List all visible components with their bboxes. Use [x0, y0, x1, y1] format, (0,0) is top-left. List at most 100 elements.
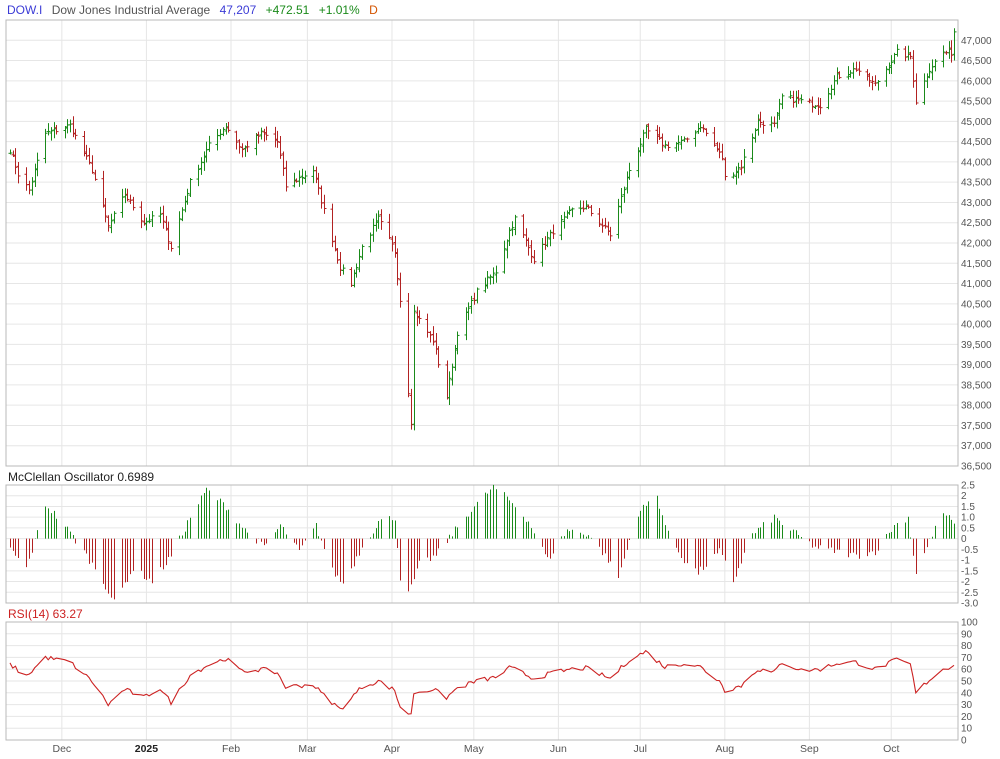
price-bar — [761, 120, 766, 134]
rsi-y-tick-label: 50 — [961, 677, 973, 688]
price-bar — [87, 147, 92, 165]
price-bar — [720, 143, 725, 161]
price-bar — [502, 240, 507, 274]
price-bar — [911, 50, 916, 88]
price-bar — [322, 194, 327, 214]
price-bar — [297, 170, 302, 187]
price-bar — [930, 59, 935, 81]
price-bar — [685, 137, 690, 143]
price-bar — [567, 206, 572, 215]
price-bar — [780, 93, 785, 110]
mcclellan-y-tick-label: 2 — [961, 491, 967, 502]
period-label[interactable]: D — [369, 3, 378, 17]
price-bar — [188, 177, 193, 197]
x-tick-label: Feb — [222, 743, 240, 755]
price-bar — [608, 226, 613, 242]
price-bar — [234, 130, 239, 150]
price-bar — [657, 126, 662, 140]
x-tick-label: 2025 — [135, 743, 159, 755]
price-bar — [393, 236, 398, 258]
price-bar — [199, 157, 204, 175]
price-bar — [63, 126, 68, 139]
price-bar — [139, 201, 144, 229]
price-bar — [483, 277, 488, 293]
mcclellan-title: McClellan Oscillator 0.6989 — [8, 470, 154, 484]
price-bar — [35, 152, 40, 177]
price-bar — [589, 205, 594, 217]
price-bar — [521, 214, 526, 239]
price-bar — [927, 63, 932, 79]
price-bar — [466, 302, 471, 321]
price-bar — [237, 139, 242, 154]
price-bar — [196, 164, 201, 187]
price-bar — [584, 200, 589, 210]
rsi-y-tick-label: 70 — [961, 653, 973, 664]
price-bar — [846, 66, 851, 80]
price-bar — [933, 59, 938, 72]
price-bar — [166, 221, 171, 250]
price-bar — [368, 232, 373, 253]
rsi-line — [9, 649, 955, 715]
price-bar — [545, 231, 550, 248]
price-bar — [851, 62, 856, 79]
price-bar — [109, 213, 114, 234]
mcclellan-y-tick-label: -2 — [961, 577, 970, 588]
price-bar — [857, 61, 862, 76]
price-bar — [491, 267, 496, 285]
price-bar — [903, 46, 908, 62]
price-bar — [333, 235, 338, 252]
price-frame — [5, 19, 959, 467]
price-bar — [254, 133, 259, 156]
price-bar — [606, 221, 611, 236]
price-bar — [161, 205, 166, 229]
price-bar — [507, 227, 512, 246]
price-bar — [701, 124, 706, 133]
price-bar — [581, 200, 586, 213]
price-bar — [33, 163, 38, 187]
price-bar — [207, 135, 212, 152]
price-bar — [854, 61, 859, 72]
price-bar — [84, 144, 89, 160]
price-bar — [243, 145, 248, 157]
price-bar — [791, 90, 796, 108]
price-bar — [354, 263, 359, 278]
price-bar — [835, 67, 840, 85]
price-bar — [742, 149, 747, 174]
rsi-y-tick-label: 30 — [961, 700, 973, 711]
price-bar — [390, 235, 395, 252]
price-bar — [889, 55, 894, 74]
price-bar — [818, 98, 823, 115]
price-bar — [753, 128, 758, 143]
symbol-label[interactable]: DOW.I — [7, 3, 42, 17]
price-bar — [810, 96, 815, 113]
price-bar — [215, 128, 220, 151]
price-bar — [949, 40, 954, 63]
price-bar — [431, 326, 436, 346]
price-bar — [46, 123, 51, 136]
price-bar — [529, 240, 534, 263]
price-bar — [425, 313, 430, 338]
price-panel[interactable]: 36,500 37,000 37,500 38,000 38,500 39,000 39,5… — [5, 19, 992, 473]
mcclellan-y-tick-label: 2.5 — [961, 481, 975, 492]
price-bar — [600, 218, 605, 233]
price-bar — [540, 238, 545, 267]
price-y-tick-label: 43,000 — [961, 198, 992, 209]
price-bar — [865, 69, 870, 81]
price-bar — [125, 188, 130, 202]
price-bar — [330, 203, 335, 248]
price-bar — [829, 84, 834, 100]
mcclellan-panel[interactable]: 2.521.51.00.50-0.5-1-1.5-2-2.5-3.0 McClel… — [5, 470, 979, 610]
price-bar — [224, 123, 229, 135]
price-bar — [387, 213, 392, 240]
x-tick-label: May — [464, 743, 485, 755]
price-bar — [469, 295, 474, 314]
price-y-tick-label: 37,000 — [961, 441, 992, 452]
price-bar — [120, 188, 125, 218]
x-axis: Dec 2025 Feb Mar Apr May Jun Jul Aug Sep Oct — [52, 743, 899, 755]
price-bar — [510, 221, 515, 237]
price-bar — [103, 198, 108, 223]
price-bar — [736, 162, 741, 179]
price-bar — [27, 180, 32, 195]
price-bar — [769, 116, 774, 133]
